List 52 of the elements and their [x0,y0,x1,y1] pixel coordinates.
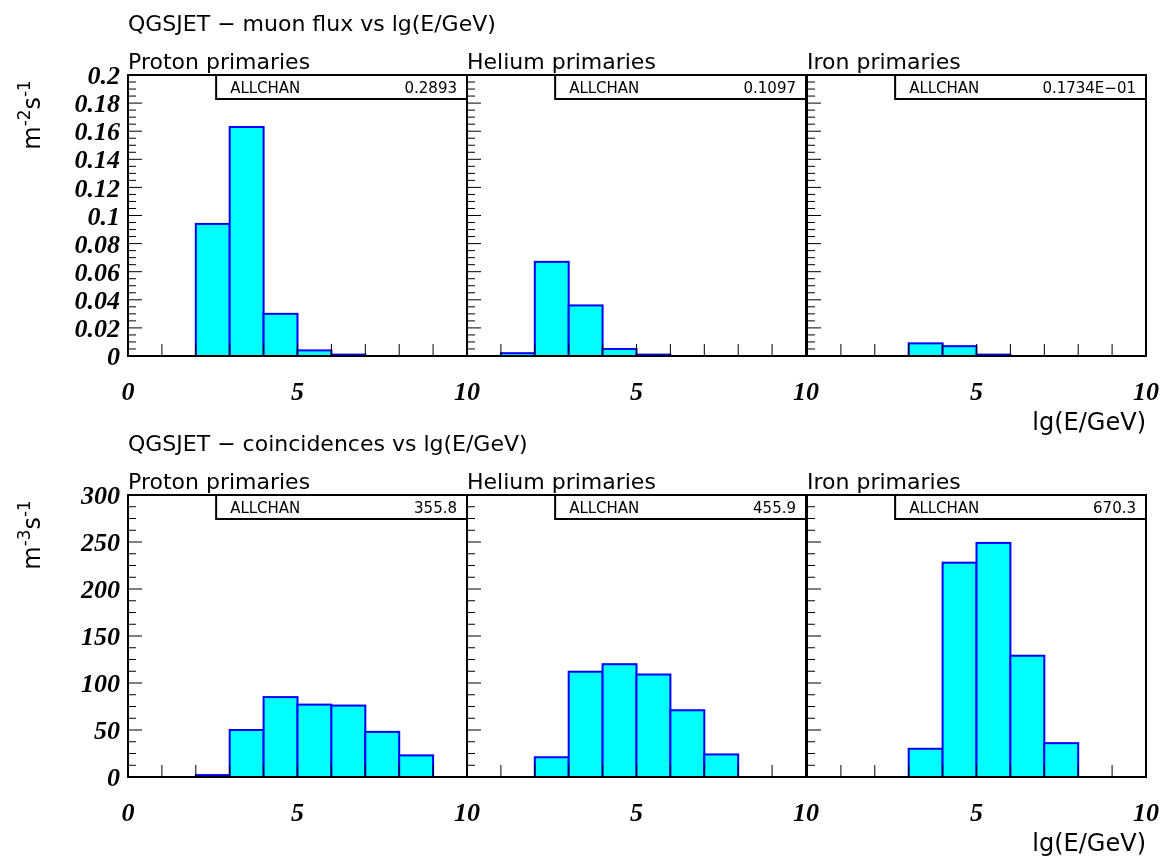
y-tick-label: 200 [80,575,120,605]
y-tick-label: 250 [80,528,120,558]
x-tick-label: 10 [454,798,480,827]
y-tick-label: 0.04 [74,285,120,315]
y-tick-label: 0.16 [74,117,120,147]
y-tick-label: 0.2 [87,61,120,91]
y-tick-label: 0 [107,763,120,793]
y-tick-label: 0.06 [74,257,120,287]
x-tick-label: 10 [793,798,819,827]
chart-title: QGSJET − coincidences vs lg(E/GeV) [128,431,528,456]
x-tick-label: 10 [1133,798,1159,827]
chart-subtitle: Iron primaries [807,49,961,74]
annotation: 0.1734E−01 [1042,79,1136,97]
annotation: 670.3 [1093,499,1136,517]
y-tick-label: 0.14 [74,145,120,175]
y-tick-label: 0 [107,342,120,372]
chart-subtitle: Helium primaries [467,469,656,494]
y-tick-label: 50 [94,716,120,746]
y-tick-label: 0.18 [74,89,120,119]
x-tick-label: 10 [454,377,480,406]
x-axis-title: lg(E/GeV) [1032,408,1146,436]
annotation: 0.1097 [743,79,796,97]
chart-subtitle: Proton primaries [128,469,311,494]
x-tick-label: 5 [970,798,983,827]
chart-subtitle: Helium primaries [467,49,656,74]
y-tick-label: 0.1 [87,201,120,231]
annotation: 455.9 [753,499,796,517]
annotation: 355.8 [414,499,457,517]
x-tick-label: 5 [291,798,304,827]
annotation: ALLCHAN [909,499,980,517]
x-tick-label: 10 [793,377,819,406]
y-tick-label: 300 [80,481,120,511]
x-tick-label: 5 [630,377,643,406]
y-tick-label: 150 [81,622,120,652]
x-tick-label: 5 [970,377,983,406]
annotation: ALLCHAN [909,79,980,97]
x-tick-label: 5 [291,377,304,406]
annotation: 0.2893 [404,79,457,97]
annotation: ALLCHAN [569,499,640,517]
chart-subtitle: Iron primaries [807,469,961,494]
y-tick-label: 100 [81,669,120,699]
annotation: ALLCHAN [569,79,640,97]
x-tick-label: 5 [630,798,643,827]
chart-title: QGSJET − muon flux vs lg(E/GeV) [128,11,496,36]
x-tick-label: 10 [1133,377,1159,406]
y-tick-label: 0.08 [74,229,120,259]
y-tick-label: 0.12 [74,173,120,203]
x-axis-title: lg(E/GeV) [1032,829,1146,857]
chart-subtitle: Proton primaries [128,49,311,74]
y-tick-label: 0.02 [74,314,120,343]
annotation: ALLCHAN [230,79,301,97]
annotation: ALLCHAN [230,499,301,517]
